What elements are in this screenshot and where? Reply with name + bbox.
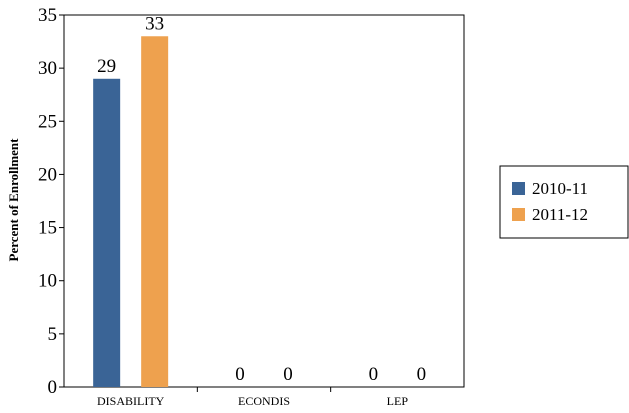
y-tick-label: 15	[38, 218, 57, 239]
legend-swatch	[512, 182, 525, 195]
legend-label: 2011-12	[532, 205, 588, 224]
data-label: 29	[97, 56, 116, 77]
x-category-label: DISABILITY	[97, 394, 165, 408]
y-axis-title: Percent of Enrollment	[6, 138, 21, 262]
data-label: 0	[283, 364, 293, 385]
y-tick-label: 30	[38, 58, 57, 79]
legend: 2010-11 2011-12	[499, 165, 629, 239]
bar-2011-12-DISABILITY	[141, 36, 169, 387]
x-category-label: ECONDIS	[238, 394, 290, 408]
y-tick-label: 35	[38, 5, 57, 26]
data-label: 0	[235, 364, 245, 385]
bar-2010-11-DISABILITY	[93, 78, 121, 388]
bars	[93, 36, 169, 388]
plot-area	[63, 14, 465, 388]
y-tick-label: 25	[38, 111, 57, 132]
legend-box	[499, 165, 629, 239]
x-axis-ticks: DISABILITY ECONDIS LEP	[97, 387, 408, 408]
data-labels: 29 33 0 0 0 0	[97, 13, 426, 385]
y-tick-label: 10	[38, 271, 57, 292]
y-tick-label: 0	[48, 377, 58, 398]
data-label: 33	[145, 13, 164, 34]
y-tick-label: 5	[48, 324, 58, 345]
legend-label: 2010-11	[532, 179, 588, 198]
data-label: 0	[417, 364, 427, 385]
legend-swatch	[512, 208, 525, 221]
data-label: 0	[369, 364, 379, 385]
y-tick-label: 20	[38, 164, 57, 185]
y-axis-ticks: 0 5 10 15 20 25 30 35	[38, 5, 64, 398]
x-category-label: LEP	[387, 394, 409, 408]
